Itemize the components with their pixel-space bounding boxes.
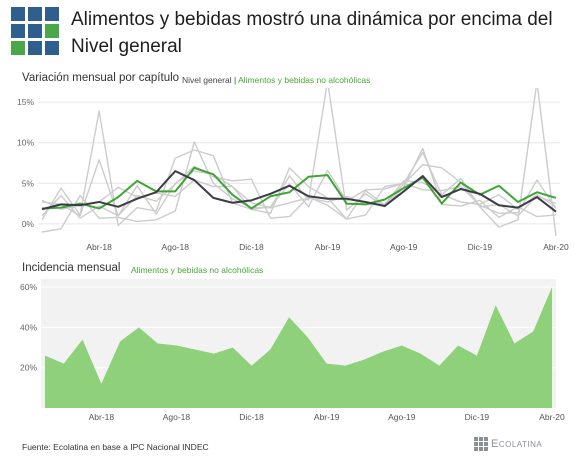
x-tick-label: Dic-18: [239, 412, 264, 422]
logo-square: [45, 24, 59, 38]
y-tick-label: 40%: [20, 322, 37, 332]
series-line-chapter: [41, 179, 557, 210]
logo-square: [28, 24, 42, 38]
x-tick-label: Abr-18: [86, 242, 112, 252]
x-tick-label: Ago-18: [163, 412, 191, 422]
x-tick-label: Abr-20: [543, 242, 569, 252]
logo-square: [28, 41, 42, 55]
series-line-chapter: [41, 88, 557, 233]
series-line-general: [41, 170, 557, 213]
y-tick-label: 15%: [17, 97, 34, 107]
series-line-chapter: [41, 88, 557, 237]
monthly-incidence-chart: 20% 40% 60% Abr-18 Ago-18 Dic-18 Abr-19 Ago-19 D…: [20, 279, 565, 422]
page-title: Alimentos y bebidas mostró una dinámica …: [71, 9, 553, 57]
series-area-food: [45, 287, 552, 408]
legend-separator: |: [231, 75, 239, 85]
x-tick-label: Abr-20: [539, 412, 565, 422]
brand-grid-icon: [474, 437, 488, 451]
chart1-legend: Nivel general | Alimentos y bebidas no a…: [182, 75, 370, 85]
logo-square: [11, 7, 25, 21]
series-line-food: [41, 166, 557, 210]
logo-square: [11, 41, 25, 55]
brand-name: Ecolatina: [491, 438, 543, 450]
logo-square: [45, 41, 59, 55]
chart1-subtitle: Variación mensual por capítulo: [22, 72, 180, 84]
y-tick-label: 0%: [22, 219, 35, 229]
x-tick-label: Ago-18: [162, 242, 190, 252]
x-tick-label: Abr-19: [315, 242, 341, 252]
y-tick-label: 5%: [22, 178, 35, 188]
x-tick-label: Abr-18: [89, 412, 115, 422]
y-tick-label: 60%: [20, 282, 37, 292]
series-line-chapter: [41, 159, 557, 217]
x-tick-label: Dic-19: [465, 412, 490, 422]
legend-general: Nivel general: [182, 75, 232, 85]
x-tick-label: Dic-19: [468, 242, 493, 252]
legend-food: Alimentos y bebidas no alcohólicas: [238, 75, 371, 85]
x-tick-label: Ago-19: [388, 412, 416, 422]
y-tick-label: 10%: [17, 138, 34, 148]
x-tick-label: Ago-19: [390, 242, 418, 252]
logo-square: [28, 7, 42, 21]
logo-square: [11, 24, 25, 38]
y-tick-label: 20%: [20, 363, 37, 373]
x-tick-label: Abr-19: [314, 412, 340, 422]
chart2-legend: Alimentos y bebidas no alcohólicas: [131, 265, 264, 275]
logo-square: [45, 7, 59, 21]
source-note: Fuente: Ecolatina en base a IPC Nacional…: [22, 442, 209, 452]
series-line-chapter: [41, 163, 557, 220]
monthly-variation-chart: 0% 5% 10% 15% Abr-18 Ago-18 Dic-18 Abr-19 Ago-19…: [17, 88, 569, 252]
brand-logo-grid: [11, 7, 61, 57]
x-tick-label: Dic-18: [239, 242, 264, 252]
chart2-subtitle: Incidencia mensual: [22, 262, 121, 274]
